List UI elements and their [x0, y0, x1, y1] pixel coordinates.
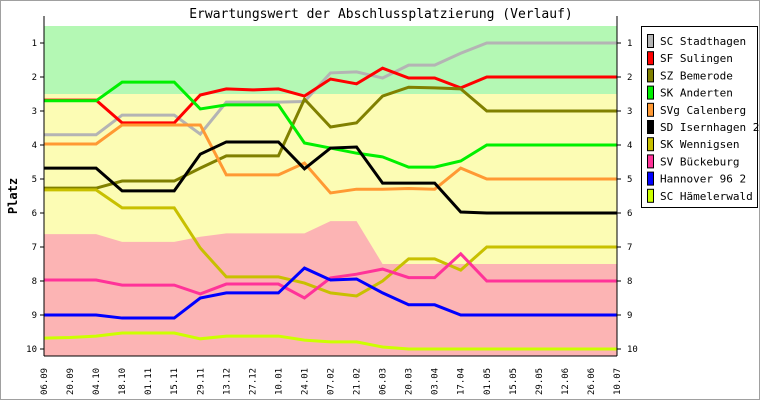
legend-swatch — [647, 137, 654, 152]
x-tick-label: 10.07 — [613, 368, 623, 395]
y-tick-label-left: 10 — [26, 345, 37, 355]
legend-swatch — [647, 68, 654, 83]
x-tick-label: 03.04 — [431, 368, 441, 395]
legend-label: SD Isernhagen 2 — [660, 121, 759, 134]
chart-title: Erwartungswert der Abschlussplatzierung … — [189, 7, 573, 22]
legend-swatch — [647, 85, 654, 100]
y-tick-label-left: 5 — [32, 175, 37, 185]
y-tick-label-right: 10 — [627, 345, 638, 355]
y-tick-label-right: 6 — [627, 209, 632, 219]
x-tick-label: 27.12 — [248, 368, 258, 395]
series-line-8 — [44, 266, 617, 320]
y-tick-label-left: 8 — [32, 277, 37, 287]
legend-swatch — [647, 188, 654, 203]
x-tick-label: 13.12 — [222, 368, 232, 395]
legend-swatch — [647, 120, 654, 134]
legend-label: SC Hämelerwald — [660, 190, 753, 203]
x-tick-label: 01.11 — [144, 368, 154, 395]
zone-pink — [44, 221, 617, 356]
y-tick-label-right: 7 — [627, 243, 632, 253]
x-tick-label: 06.09 — [40, 368, 50, 395]
y-tick-label-left: 4 — [32, 141, 37, 151]
legend-label: Hannover 96 2 — [660, 173, 746, 186]
x-tick-label: 06.03 — [379, 368, 389, 395]
x-tick-label: 15.11 — [170, 368, 180, 395]
series-line-6 — [44, 188, 617, 298]
legend-swatch — [647, 171, 654, 186]
zone-green — [44, 26, 617, 94]
x-tick-label: 01.05 — [483, 368, 493, 395]
series-line-7 — [44, 251, 617, 300]
x-tick-label: 29.05 — [535, 368, 545, 395]
legend: SC Stadthagen SF Sulingen SZ Bemerode SK An… — [641, 26, 759, 208]
y-tick-label-left: 6 — [32, 209, 37, 219]
y-tick-label-left: 9 — [32, 311, 37, 321]
y-tick-label-right: 1 — [627, 39, 632, 49]
x-tick-label: 20.03 — [405, 368, 415, 395]
y-tick-label-left: 2 — [32, 73, 37, 83]
legend-swatch — [647, 34, 654, 48]
series-line-1 — [44, 66, 617, 125]
legend-label: SVg Calenberg — [660, 104, 746, 117]
x-tick-label: 12.06 — [561, 368, 571, 395]
legend-label: SF Sulingen — [660, 52, 733, 65]
x-tick-label: 15.05 — [509, 368, 519, 395]
series-line-9 — [43, 331, 617, 351]
y-tick-label-left: 7 — [32, 243, 37, 253]
y-tick-label-left: 1 — [32, 39, 37, 49]
x-tick-label: 21.02 — [353, 368, 363, 395]
legend-label: SC Stadthagen — [660, 35, 746, 48]
y-tick-label-right: 9 — [627, 311, 632, 321]
x-tick-label: 18.10 — [118, 368, 128, 395]
x-tick-label: 29.11 — [196, 368, 206, 395]
legend-label: SK Wennigsen — [660, 138, 739, 151]
series-line-0 — [44, 41, 617, 137]
x-tick-label: 24.01 — [300, 368, 310, 395]
y-tick-label-right: 3 — [627, 107, 632, 117]
y-tick-label-right: 4 — [627, 141, 632, 151]
y-tick-label-right: 8 — [627, 277, 632, 287]
y-tick-label-left: 3 — [32, 107, 37, 117]
legend-label: SZ Bemerode — [660, 69, 733, 82]
legend-swatch — [647, 51, 654, 66]
y-tick-label-right: 2 — [627, 73, 632, 83]
series-line-5 — [44, 140, 617, 215]
legend-swatch — [647, 102, 654, 117]
y-tick-label-right: 5 — [627, 175, 632, 185]
x-tick-label: 10.01 — [274, 368, 284, 395]
x-tick-label: 04.10 — [92, 368, 102, 395]
legend-box — [641, 26, 758, 208]
y-axis-label: Platz — [6, 178, 20, 214]
series-line-2 — [44, 85, 617, 190]
x-tick-label: 20.09 — [66, 368, 76, 395]
legend-label: SV Bückeburg — [660, 155, 739, 168]
legend-swatch — [647, 154, 654, 169]
series-line-4 — [44, 123, 617, 195]
legend-label: SK Anderten — [660, 87, 733, 100]
x-tick-label: 26.06 — [587, 368, 597, 395]
x-tick-label: 07.02 — [327, 368, 337, 395]
x-tick-label: 17.04 — [457, 368, 467, 395]
